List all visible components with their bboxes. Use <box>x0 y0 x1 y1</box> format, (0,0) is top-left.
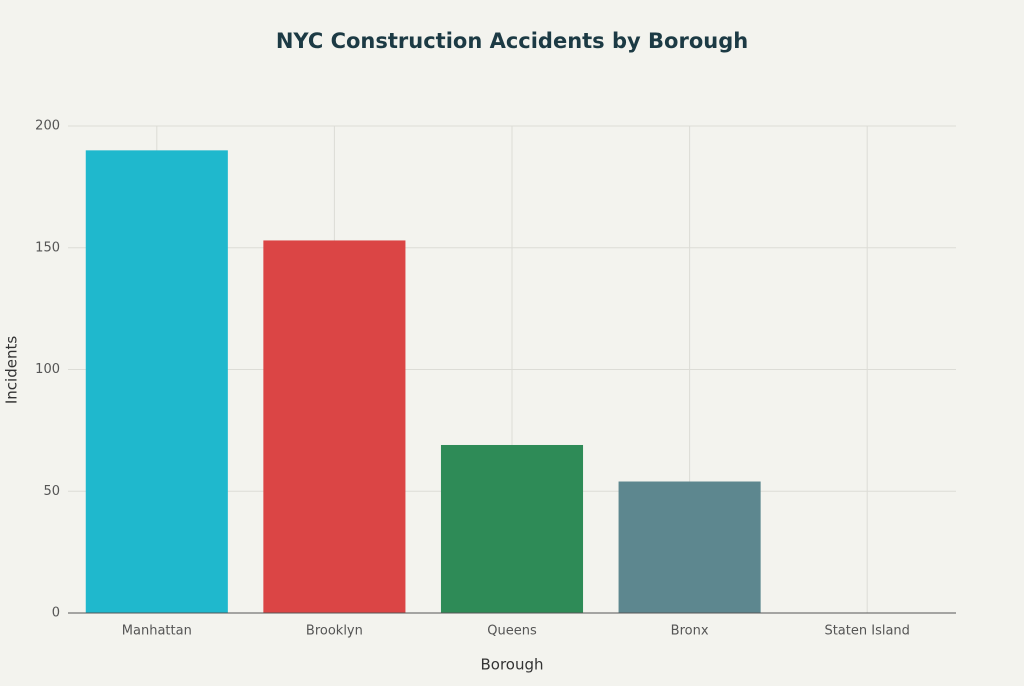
y-axis-title: Incidents <box>3 336 21 404</box>
bar <box>618 481 761 613</box>
x-tick-label: Brooklyn <box>306 624 363 639</box>
y-tick-label: 200 <box>35 119 60 134</box>
x-tick-label: Staten Island <box>824 624 909 639</box>
x-tick-label: Queens <box>487 624 537 639</box>
x-axis-title: Borough <box>480 656 543 674</box>
bar <box>263 240 406 613</box>
x-tick-label: Manhattan <box>122 624 192 639</box>
y-tick-label: 150 <box>35 240 60 255</box>
y-tick-label: 0 <box>52 606 60 621</box>
y-tick-label: 50 <box>43 484 60 499</box>
bar <box>85 150 228 613</box>
x-tick-label: Bronx <box>671 624 709 639</box>
bar <box>440 444 584 613</box>
chart-title: NYC Construction Accidents by Borough <box>276 29 748 53</box>
y-tick-label: 100 <box>35 362 60 377</box>
